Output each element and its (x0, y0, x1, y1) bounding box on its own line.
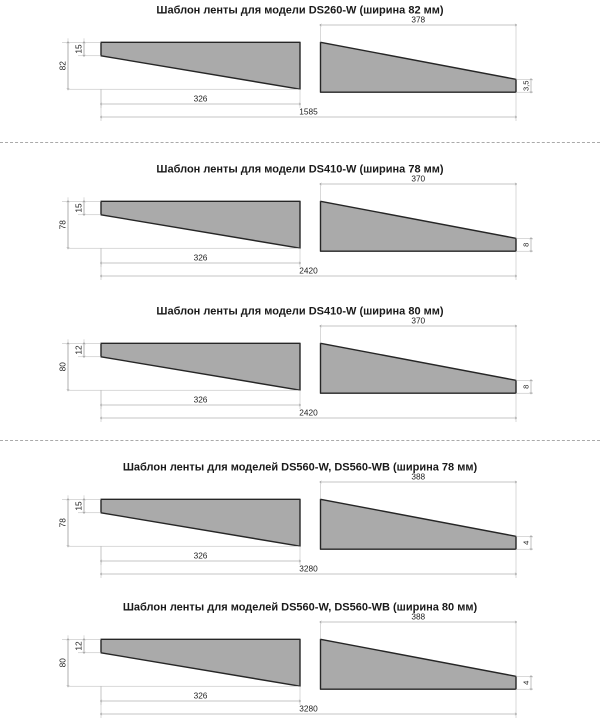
svg-text:8: 8 (521, 243, 530, 247)
svg-text:3,5: 3,5 (521, 80, 530, 91)
svg-text:78: 78 (57, 220, 67, 230)
svg-text:3280: 3280 (299, 704, 318, 714)
svg-text:78: 78 (57, 518, 67, 528)
svg-text:Шаблон ленты для модели DS260-: Шаблон ленты для модели DS260-W (ширина … (156, 5, 444, 17)
svg-text:326: 326 (194, 550, 208, 560)
svg-text:4: 4 (521, 681, 530, 685)
svg-text:378: 378 (411, 14, 425, 24)
svg-text:15: 15 (73, 501, 83, 511)
svg-text:80: 80 (57, 362, 67, 372)
svg-text:80: 80 (57, 658, 67, 668)
svg-text:326: 326 (194, 252, 208, 262)
svg-text:326: 326 (194, 394, 208, 404)
svg-text:4: 4 (521, 541, 530, 545)
svg-text:370: 370 (411, 315, 425, 325)
svg-text:15: 15 (73, 44, 83, 54)
svg-text:370: 370 (411, 173, 425, 183)
svg-text:326: 326 (194, 93, 208, 103)
svg-text:Шаблон ленты для модели DS410-: Шаблон ленты для модели DS410-W (ширина … (156, 163, 444, 175)
svg-text:12: 12 (73, 641, 83, 651)
svg-text:8: 8 (521, 385, 530, 389)
svg-text:2420: 2420 (299, 265, 318, 275)
svg-text:15: 15 (73, 203, 83, 213)
svg-text:Шаблон ленты для модели DS410-: Шаблон ленты для модели DS410-W (ширина … (156, 305, 444, 317)
svg-text:12: 12 (73, 345, 83, 355)
svg-text:326: 326 (194, 691, 208, 701)
svg-text:388: 388 (411, 471, 425, 481)
svg-text:82: 82 (57, 61, 67, 71)
svg-text:2420: 2420 (299, 407, 318, 417)
svg-text:1585: 1585 (299, 106, 318, 116)
svg-text:3280: 3280 (299, 563, 318, 573)
svg-text:388: 388 (411, 612, 425, 622)
